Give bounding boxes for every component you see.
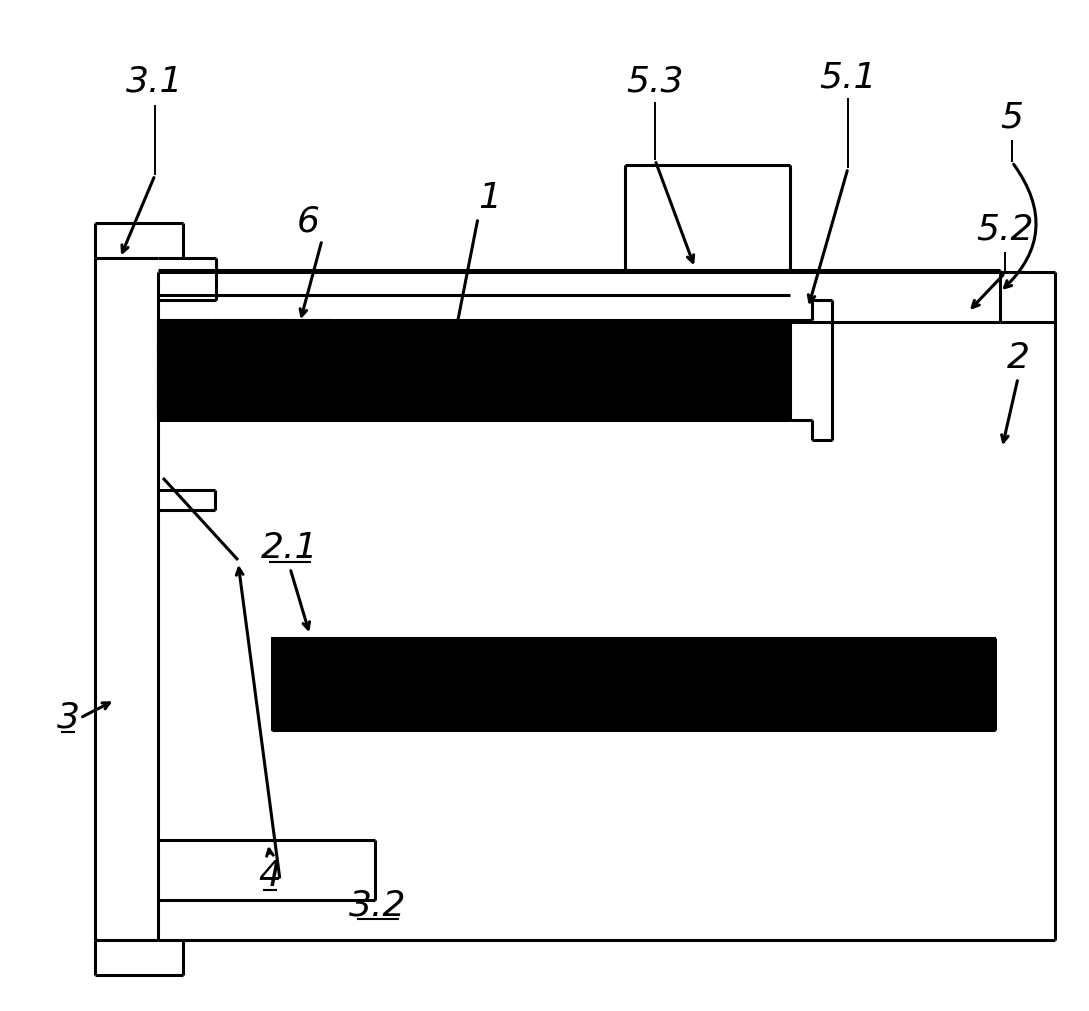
Text: 2: 2 bbox=[1006, 341, 1029, 375]
Text: 5.1: 5.1 bbox=[819, 61, 877, 95]
Text: 5.2: 5.2 bbox=[976, 213, 1033, 247]
Text: 3.2: 3.2 bbox=[350, 888, 407, 922]
Text: 6: 6 bbox=[296, 205, 319, 239]
Bar bbox=[158, 320, 333, 420]
Text: 4: 4 bbox=[258, 859, 281, 893]
Bar bbox=[158, 320, 790, 420]
Text: 2.1: 2.1 bbox=[261, 531, 319, 565]
Bar bbox=[272, 638, 995, 730]
Text: 5.3: 5.3 bbox=[626, 65, 684, 99]
Text: 3.1: 3.1 bbox=[126, 65, 184, 99]
Text: 1: 1 bbox=[478, 181, 502, 215]
Text: 5: 5 bbox=[1001, 101, 1024, 135]
Text: 3: 3 bbox=[57, 701, 79, 735]
